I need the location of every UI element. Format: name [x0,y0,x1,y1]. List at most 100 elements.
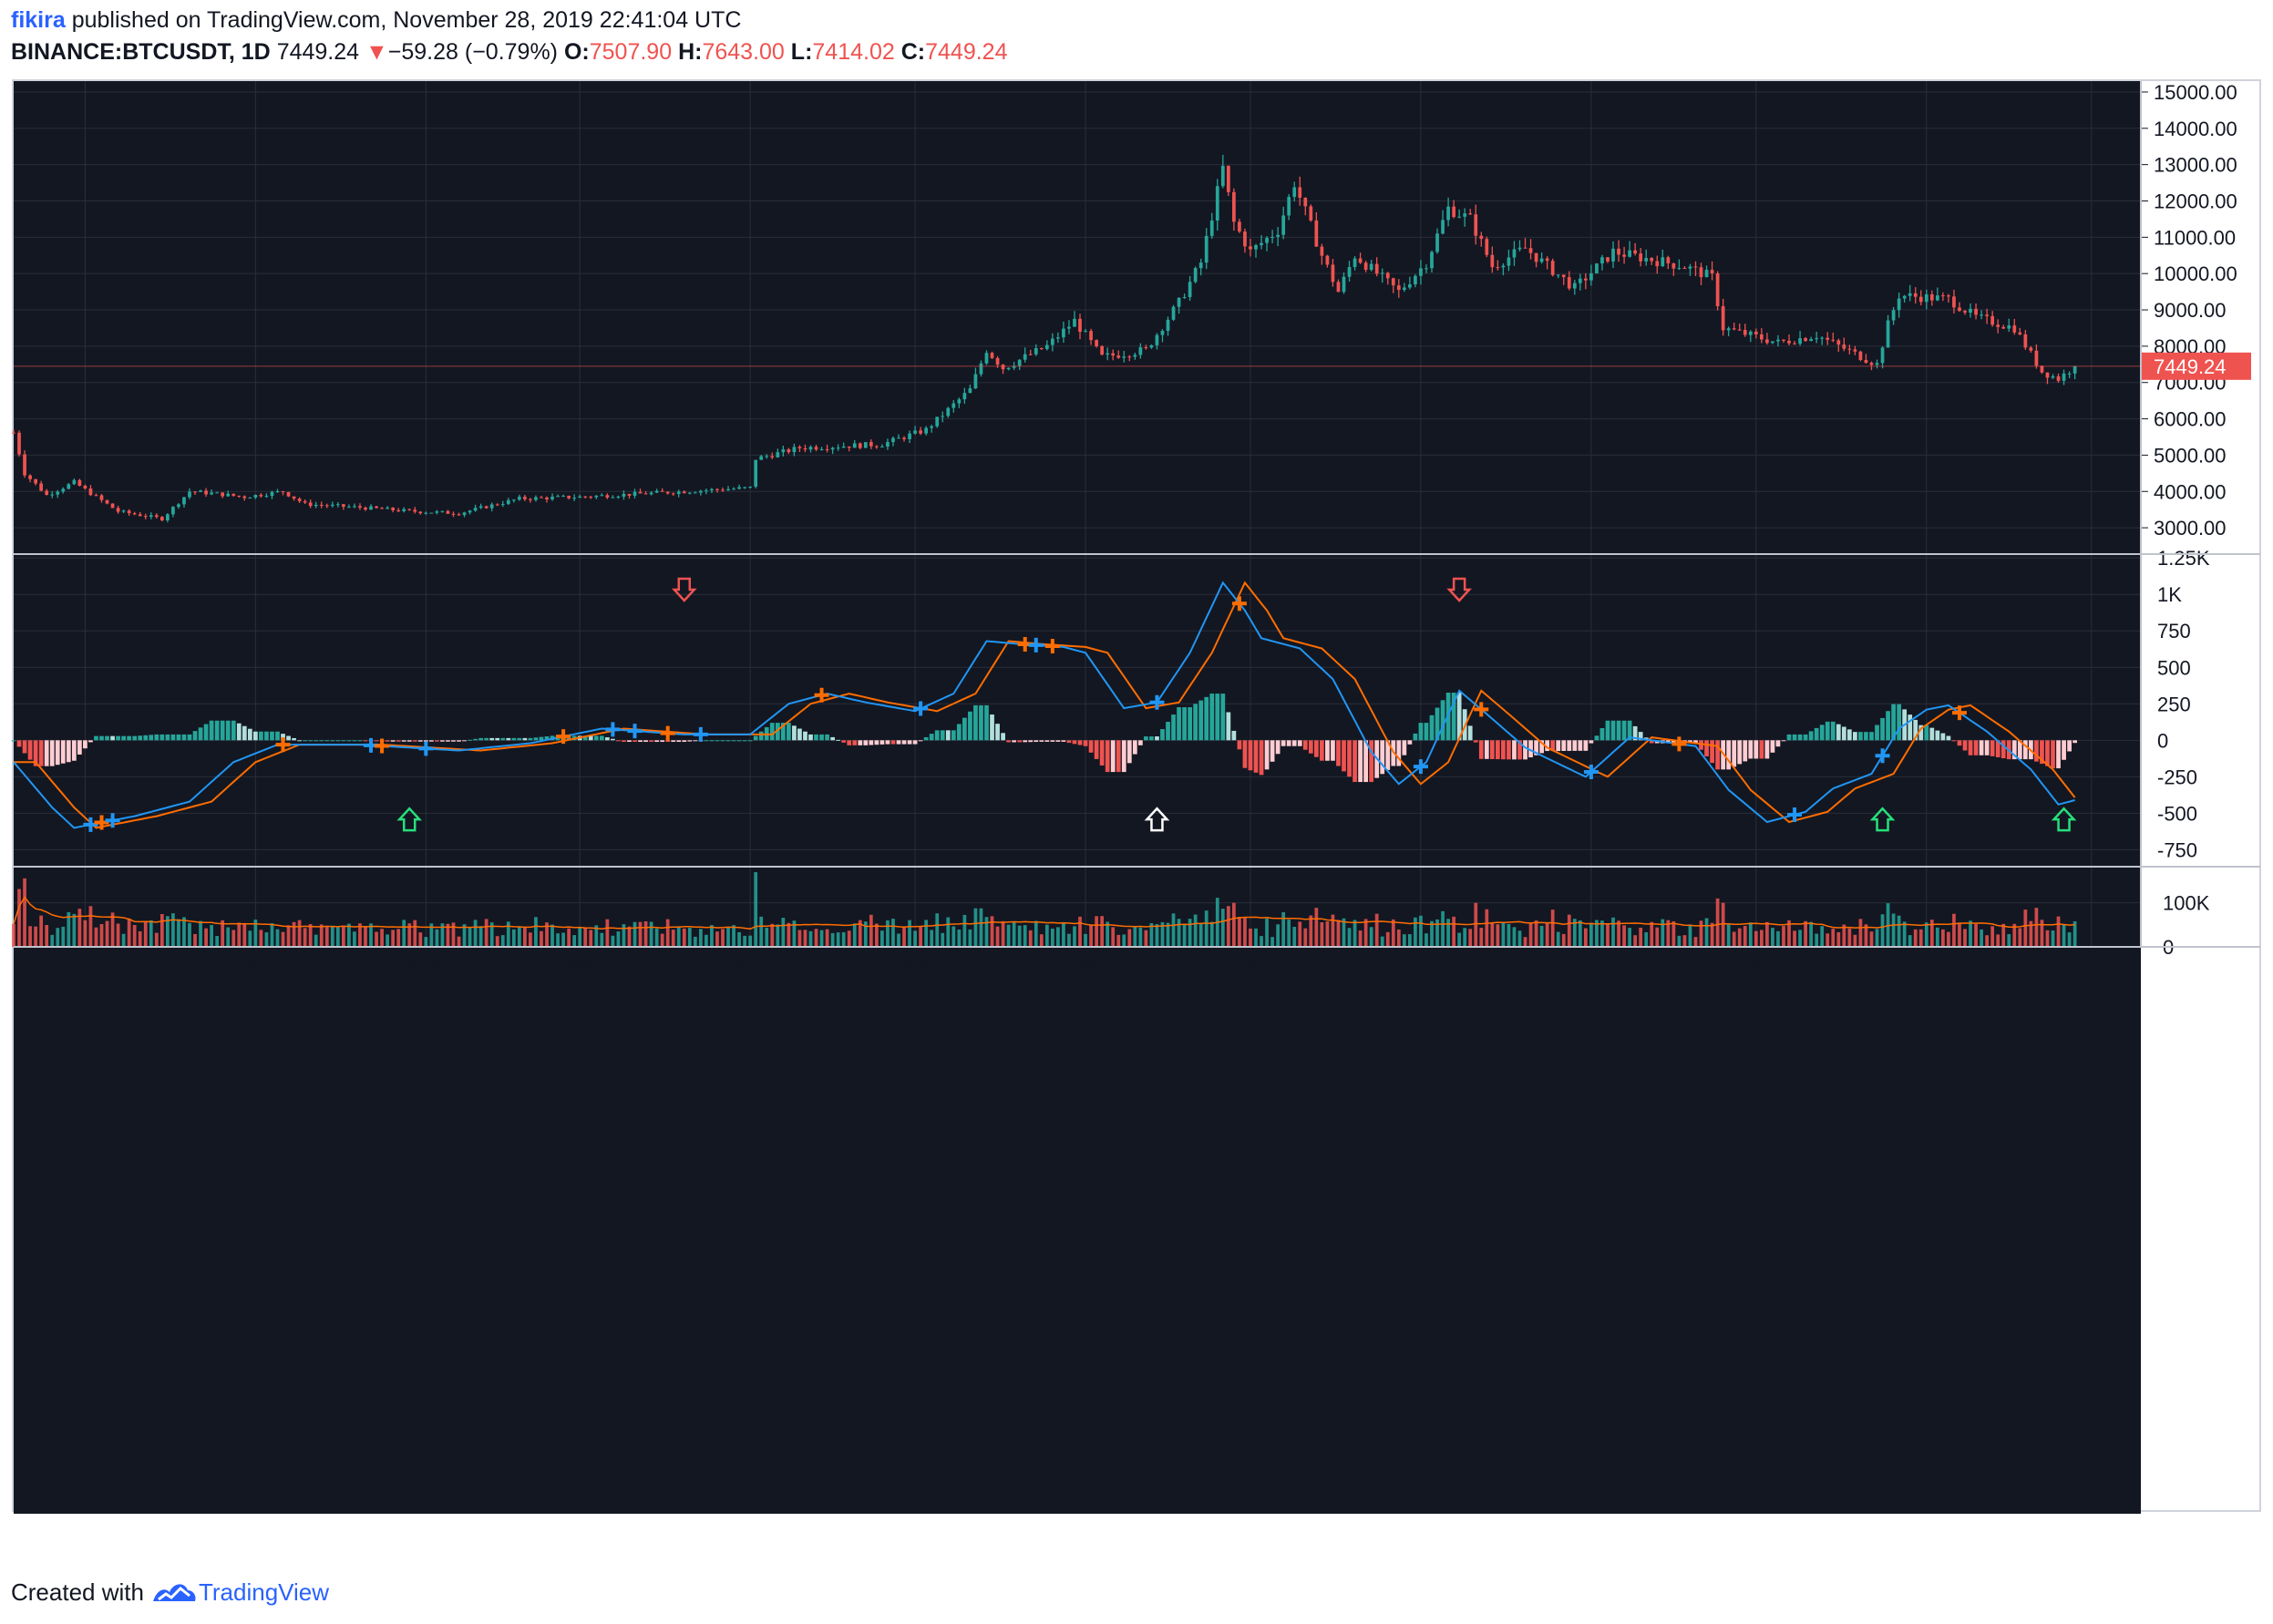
volume-bar [1177,919,1181,947]
volume-bar [94,927,98,947]
candle-body [1155,334,1159,345]
candle-body [1550,261,1555,275]
tradingview-brand[interactable]: TradingView [151,1578,329,1607]
macd-histogram-bar [2045,740,2050,766]
macd-histogram-bar [71,740,77,761]
price-panel[interactable] [12,154,2141,523]
candle-body [353,506,356,508]
macd-histogram-bar [1962,740,1968,751]
volume-bar [1908,935,1912,947]
macd-histogram-bar [203,724,209,741]
volume-bar [770,923,775,947]
volume-bar [1941,929,1945,947]
macd-histogram-bar [934,730,940,741]
macd-panel[interactable] [11,577,2077,832]
volume-bar [1430,920,1434,947]
volume-bar [1798,930,1802,947]
candle-body [1759,334,1764,340]
macd-histogram-bar [489,737,495,741]
volume-bar [1414,917,1417,947]
macd-histogram-bar [819,734,824,741]
volume-bar [1545,922,1549,947]
candle-body [1050,338,1054,345]
price-tick-label: 9000.00 [2154,299,2227,322]
price-axis[interactable]: 15000.00 14000.00 13000.00 12000.00 11000.00… [2141,81,2251,959]
candle-body [259,494,263,497]
candle-body [1111,353,1116,356]
macd-histogram-bar [1044,740,1050,742]
cross-marker [814,687,829,703]
macd-histogram-bar [582,735,588,741]
candle-body [292,496,296,499]
candle-body [919,430,922,434]
volume-bar [776,924,780,947]
macd-histogram-bar [1149,736,1154,741]
candle-body [210,492,213,495]
candle-body [1858,351,1863,361]
macd-histogram-bar [1017,740,1023,743]
volume-bar [995,926,1000,947]
volume-bar [275,929,280,947]
macd-histogram-bar [890,740,896,745]
author-name[interactable]: fikira [11,7,66,33]
time-axis[interactable]: Dec 2019 Feb Mar Apr May Jun Jul Aug Sep Oct Nov Dec [67,954,2109,977]
candle-body [863,442,868,448]
price-tick-label: 14000.00 [2154,118,2237,140]
volume-bar [1479,927,1484,947]
candle-body [1298,187,1302,198]
candle-body [1133,355,1137,357]
candle-body [1655,261,1660,267]
candle-body [1556,274,1560,276]
volume-panel[interactable] [12,872,2077,947]
candle-body [869,442,873,447]
candle-body [2001,326,2006,329]
last-price-tag-label: 7449.24 [2154,355,2227,378]
candle-body [1287,197,1291,216]
macd-histogram-bar [1489,740,1495,759]
volume-bar [1947,931,1950,947]
volume-bar [210,925,213,947]
candle-body [1424,268,1428,270]
close-label: C: [900,39,926,65]
cross-marker [1474,702,1489,717]
candle-body [286,491,291,497]
macd-histogram-bar [1846,729,1852,741]
macd-histogram-bar [787,723,791,741]
volume-bar [973,908,978,947]
cross-marker [1044,639,1060,654]
volume-bar [1561,933,1566,947]
volume-bar [182,917,186,947]
volume-bar [605,919,610,947]
candle-body [2012,325,2017,333]
chart-canvas[interactable]: 15000.00 14000.00 13000.00 12000.00 11000.00… [0,75,2273,1567]
volume-bar [506,921,510,947]
candle-body [1990,315,1995,325]
candle-body [457,514,461,516]
candle-body [1260,242,1263,246]
volume-bar [1160,921,1165,947]
volume-bar [402,920,406,947]
macd-histogram-bar [1891,704,1896,741]
volume-bar [1572,919,1577,947]
macd-histogram-bar [929,734,934,741]
pane-separators[interactable] [14,81,2260,948]
volume-bar [1929,920,1934,947]
volume-bar [77,909,82,947]
volume-bar [1243,917,1247,947]
volume-bar [705,934,708,947]
macd-histogram-bar [198,727,203,741]
volume-bar [231,930,236,947]
candle-body [523,497,527,499]
macd-histogram-bar [956,724,962,741]
macd-histogram-bar [2040,740,2044,765]
volume-bar [825,929,829,947]
candle-body [1704,270,1709,278]
candle-body [1419,268,1423,276]
macd-histogram-bar [209,720,214,741]
candle-body [17,432,21,455]
candle-body [1331,264,1335,283]
volume-bar [540,930,543,947]
candle-body [1452,206,1455,218]
volume-bar [665,919,670,947]
time-tick-label: Sep [1573,954,1609,977]
